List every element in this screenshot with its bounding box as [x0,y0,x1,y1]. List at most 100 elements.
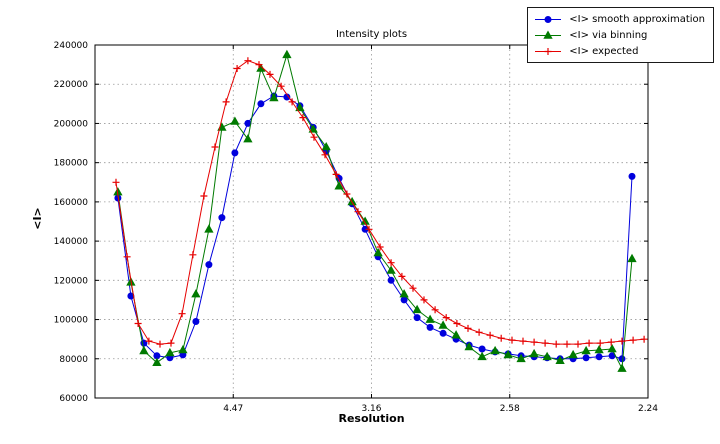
plus-marker-icon [486,331,494,339]
triangle-marker-icon [334,181,344,190]
triangle-marker-icon [438,320,448,329]
plus-marker-icon [365,225,373,233]
plus-marker-icon [519,337,527,345]
plus-marker-icon [211,143,219,151]
circle-marker-icon [205,261,213,269]
circle-marker-icon [618,355,626,363]
plus-marker-icon [398,272,406,280]
plus-marker-icon [310,133,318,141]
legend-label: <I> expected [569,45,639,57]
triangle-marker-icon [543,29,553,39]
plus-marker-icon [343,190,351,198]
triangle-marker-icon [243,134,253,143]
triangle-marker-icon [516,353,526,363]
triangle-marker-icon [594,344,604,354]
plus-marker-icon [497,334,505,342]
circle-marker-icon [426,323,434,331]
x-tick-label: 2.58 [500,404,520,414]
triangle-marker-icon [386,265,396,274]
legend-sample-plus-icon [535,47,562,55]
legend-label: <I> via binning [569,29,648,41]
plus-marker-icon [354,208,362,216]
plus-marker-icon [464,324,472,332]
plus-marker-icon [640,335,648,343]
triangle-marker-icon [165,347,175,357]
plus-marker-icon [167,339,175,347]
circle-marker-icon [582,354,590,362]
triangle-marker-icon [347,196,357,206]
plus-marker-icon [244,57,252,65]
triangle-marker-icon [321,141,331,151]
plus-marker-icon [629,336,637,344]
plus-marker-icon [321,151,329,159]
plus-marker-icon [178,310,186,318]
legend-item-expected: <I> expected [533,43,705,59]
legend-item-via-binning: <I> via binning [533,27,705,43]
x-tick-label: 4.47 [223,404,243,414]
plus-marker-icon [420,296,428,304]
triangle-marker-icon [529,348,539,358]
plus-marker-icon [156,340,164,348]
y-tick-label: 80000 [59,355,88,365]
x-tick-label: 3.16 [361,404,381,414]
triangle-marker-icon [152,357,162,366]
triangle-marker-icon [308,124,318,133]
plus-marker-icon [453,320,461,327]
plus-marker-icon [299,114,307,122]
plus-marker-icon [332,170,340,178]
triangle-marker-icon [269,92,279,102]
triangle-marker-icon [373,247,383,257]
plus-marker-icon [563,340,571,348]
x-tick-label: 2.24 [638,404,658,414]
circle-marker-icon [192,318,200,325]
triangle-marker-icon [412,304,422,314]
legend-label: <I> smooth approximation [569,13,705,25]
circle-marker-icon [478,345,486,353]
plus-marker-icon [618,337,626,345]
plus-marker-icon [288,98,296,106]
circle-marker-icon [439,329,447,337]
y-axis-label: <I> [30,207,44,230]
y-tick-label: 240000 [54,41,89,51]
y-tick-label: 120000 [54,276,89,286]
plus-marker-icon [255,61,263,69]
y-tick-label: 160000 [54,198,89,208]
series-line-2 [115,60,645,345]
plus-marker-icon [475,328,483,336]
legend-sample-triangle-icon [535,29,562,39]
plus-marker-icon [387,259,395,267]
plus-marker-icon [145,337,153,345]
triangle-marker-icon [399,289,409,298]
triangle-marker-icon [256,63,266,72]
plus-marker-icon [552,340,560,348]
y-tick-label: 140000 [54,237,89,247]
legend-item-smooth-approximation: <I> smooth approximation [533,11,705,27]
triangle-marker-icon [503,349,513,359]
triangle-marker-icon [191,289,201,298]
plus-marker-icon [431,306,439,314]
y-tick-label: 100000 [54,316,89,326]
plus-marker-icon [508,336,516,344]
triangle-marker-icon [464,341,474,351]
triangle-marker-icon [139,345,149,355]
circle-marker-icon [400,296,408,304]
circle-marker-icon [413,314,421,322]
triangle-marker-icon [568,349,578,359]
triangle-marker-icon [451,330,461,339]
plus-marker-icon [530,338,538,346]
triangle-marker-icon [282,49,292,59]
circle-marker-icon [218,214,226,222]
circle-marker-icon [628,172,636,180]
triangle-marker-icon [555,355,565,364]
plus-marker-icon [200,192,208,200]
y-tick-label: 220000 [54,80,89,90]
triangle-marker-icon [230,116,240,125]
plus-marker-icon [277,82,285,90]
triangle-marker-icon [542,351,552,361]
plus-marker-icon [266,70,274,78]
plus-marker-icon [123,253,131,261]
triangle-marker-icon [295,102,305,112]
triangle-marker-icon [490,345,500,355]
